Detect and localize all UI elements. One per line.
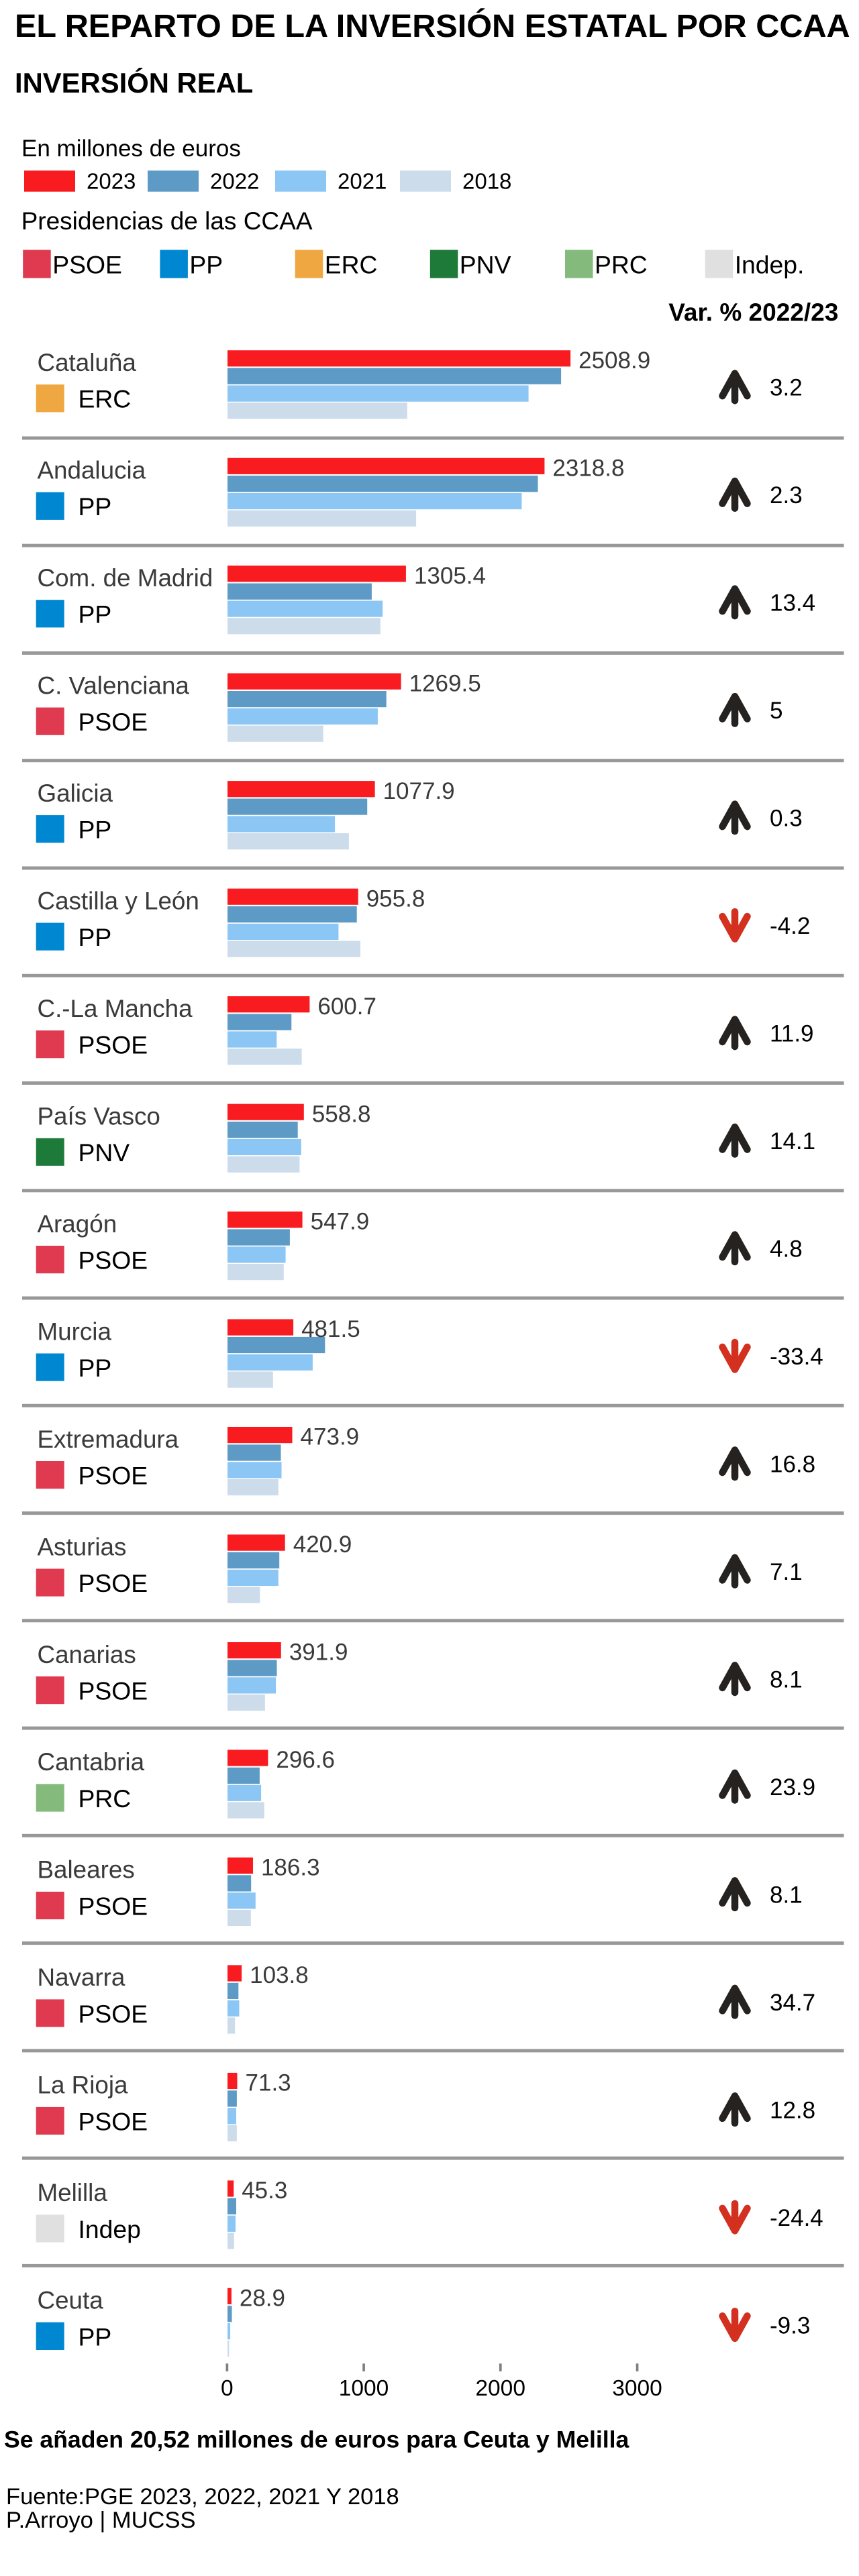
- svg-text:2318.8: 2318.8: [552, 455, 624, 481]
- svg-text:PP: PP: [79, 492, 112, 521]
- svg-text:Galicia: Galicia: [38, 780, 113, 807]
- svg-text:Asturias: Asturias: [38, 1533, 127, 1560]
- svg-text:186.3: 186.3: [261, 1855, 320, 1881]
- svg-text:PSOE: PSOE: [79, 1569, 148, 1597]
- svg-text:Castilla y León: Castilla y León: [38, 887, 199, 914]
- svg-text:Ceuta: Ceuta: [38, 2287, 104, 2314]
- svg-text:8.1: 8.1: [770, 1882, 803, 1908]
- svg-text:4.8: 4.8: [770, 1236, 803, 1263]
- svg-text:PRC: PRC: [595, 251, 648, 279]
- svg-text:ERC: ERC: [325, 251, 378, 279]
- svg-text:11.9: 11.9: [770, 1021, 814, 1047]
- svg-text:28.9: 28.9: [240, 2286, 285, 2312]
- svg-text:2021: 2021: [338, 169, 387, 194]
- svg-text:558.8: 558.8: [312, 1101, 371, 1127]
- svg-text:481.5: 481.5: [301, 1316, 360, 1342]
- svg-text:2000: 2000: [475, 2376, 525, 2401]
- svg-text:Indep: Indep: [79, 2215, 141, 2243]
- svg-text:PSOE: PSOE: [79, 708, 148, 736]
- svg-text:14.1: 14.1: [770, 1128, 815, 1155]
- svg-text:PSOE: PSOE: [79, 1031, 148, 1059]
- svg-text:2.3: 2.3: [770, 482, 803, 508]
- svg-text:PP: PP: [79, 816, 112, 844]
- svg-text:INVERSIÓN REAL: INVERSIÓN REAL: [15, 66, 253, 99]
- svg-text:5: 5: [770, 698, 782, 724]
- svg-text:Fuente:PGE 2023, 2022, 2021 Y: Fuente:PGE 2023, 2022, 2021 Y 2018: [6, 2484, 399, 2510]
- svg-text:3.2: 3.2: [770, 375, 803, 401]
- svg-text:Murcia: Murcia: [38, 1318, 112, 1345]
- svg-text:En millones de euros: En millones de euros: [21, 136, 241, 162]
- svg-text:PSOE: PSOE: [79, 1676, 148, 1705]
- svg-text:Com. de Madrid: Com. de Madrid: [38, 564, 213, 592]
- svg-text:7.1: 7.1: [770, 1559, 803, 1585]
- svg-text:473.9: 473.9: [301, 1424, 360, 1450]
- svg-text:420.9: 420.9: [293, 1532, 352, 1558]
- svg-text:EL REPARTO DE LA INVERSIÓN EST: EL REPARTO DE LA INVERSIÓN ESTATAL POR C…: [15, 7, 850, 44]
- svg-text:Se añaden 20,52 millones de eu: Se añaden 20,52 millones de euros para C…: [4, 2426, 630, 2453]
- svg-text:1000: 1000: [339, 2376, 389, 2401]
- svg-text:PSOE: PSOE: [52, 251, 122, 279]
- svg-text:955.8: 955.8: [366, 885, 425, 912]
- svg-text:547.9: 547.9: [311, 1209, 370, 1235]
- svg-text:1305.4: 1305.4: [414, 563, 486, 589]
- svg-text:PSOE: PSOE: [79, 1246, 148, 1275]
- svg-text:Baleares: Baleares: [38, 1856, 135, 1884]
- svg-text:2023: 2023: [87, 169, 136, 194]
- svg-text:1269.5: 1269.5: [409, 670, 481, 696]
- svg-text:Navarra: Navarra: [38, 1964, 125, 1991]
- svg-text:0.3: 0.3: [770, 806, 803, 832]
- svg-text:PNV: PNV: [460, 251, 511, 279]
- svg-text:P.Arroyo | MUCSS: P.Arroyo | MUCSS: [6, 2508, 196, 2533]
- svg-text:3000: 3000: [612, 2376, 662, 2401]
- svg-text:0: 0: [221, 2376, 234, 2401]
- svg-text:ERC: ERC: [79, 385, 132, 413]
- svg-text:PSOE: PSOE: [79, 2000, 148, 2028]
- svg-text:600.7: 600.7: [317, 994, 376, 1020]
- svg-text:Presidencias de las CCAA: Presidencias de las CCAA: [21, 207, 313, 235]
- svg-text:Cataluña: Cataluña: [38, 349, 137, 376]
- svg-text:Indep.: Indep.: [735, 251, 805, 279]
- svg-text:PNV: PNV: [79, 1138, 130, 1167]
- svg-text:C.-La Mancha: C.-La Mancha: [38, 995, 193, 1022]
- svg-text:-4.2: -4.2: [770, 913, 810, 939]
- svg-text:296.6: 296.6: [276, 1747, 335, 1773]
- svg-text:Melilla: Melilla: [38, 2179, 108, 2206]
- svg-text:2508.9: 2508.9: [578, 347, 650, 374]
- svg-text:16.8: 16.8: [770, 1452, 815, 1478]
- svg-text:Extremadura: Extremadura: [38, 1426, 179, 1453]
- svg-text:PP: PP: [79, 1354, 112, 1382]
- svg-text:C. Valenciana: C. Valenciana: [38, 672, 190, 699]
- svg-text:Aragón: Aragón: [38, 1210, 117, 1238]
- svg-text:Canarias: Canarias: [38, 1641, 136, 1668]
- svg-text:-33.4: -33.4: [770, 1344, 823, 1370]
- svg-text:-9.3: -9.3: [770, 2312, 810, 2339]
- svg-text:Andalucia: Andalucia: [38, 456, 146, 484]
- svg-text:País Vasco: País Vasco: [38, 1102, 160, 1130]
- svg-text:391.9: 391.9: [289, 1640, 348, 1666]
- svg-text:PP: PP: [79, 923, 112, 951]
- svg-text:La Rioja: La Rioja: [38, 2072, 129, 2099]
- svg-text:PP: PP: [189, 251, 223, 279]
- svg-text:1077.9: 1077.9: [383, 778, 455, 804]
- svg-text:-24.4: -24.4: [770, 2205, 823, 2231]
- svg-text:PRC: PRC: [79, 1784, 132, 1813]
- svg-text:23.9: 23.9: [770, 1774, 815, 1801]
- svg-text:PSOE: PSOE: [79, 2107, 148, 2135]
- svg-text:34.7: 34.7: [770, 1990, 815, 2016]
- svg-text:45.3: 45.3: [242, 2178, 287, 2204]
- svg-text:PP: PP: [79, 600, 112, 629]
- svg-text:2018: 2018: [462, 169, 511, 194]
- svg-text:71.3: 71.3: [246, 2070, 291, 2096]
- svg-text:13.4: 13.4: [770, 590, 815, 616]
- svg-text:PP: PP: [79, 2322, 112, 2351]
- svg-text:PSOE: PSOE: [79, 1462, 148, 1490]
- svg-text:Cantabria: Cantabria: [38, 1748, 145, 1776]
- svg-text:12.8: 12.8: [770, 2097, 815, 2123]
- svg-text:Var. % 2022/23: Var. % 2022/23: [668, 299, 838, 326]
- svg-text:PSOE: PSOE: [79, 1892, 148, 1920]
- svg-text:8.1: 8.1: [770, 1666, 803, 1693]
- svg-text:2022: 2022: [210, 169, 259, 194]
- svg-text:103.8: 103.8: [250, 1962, 309, 1988]
